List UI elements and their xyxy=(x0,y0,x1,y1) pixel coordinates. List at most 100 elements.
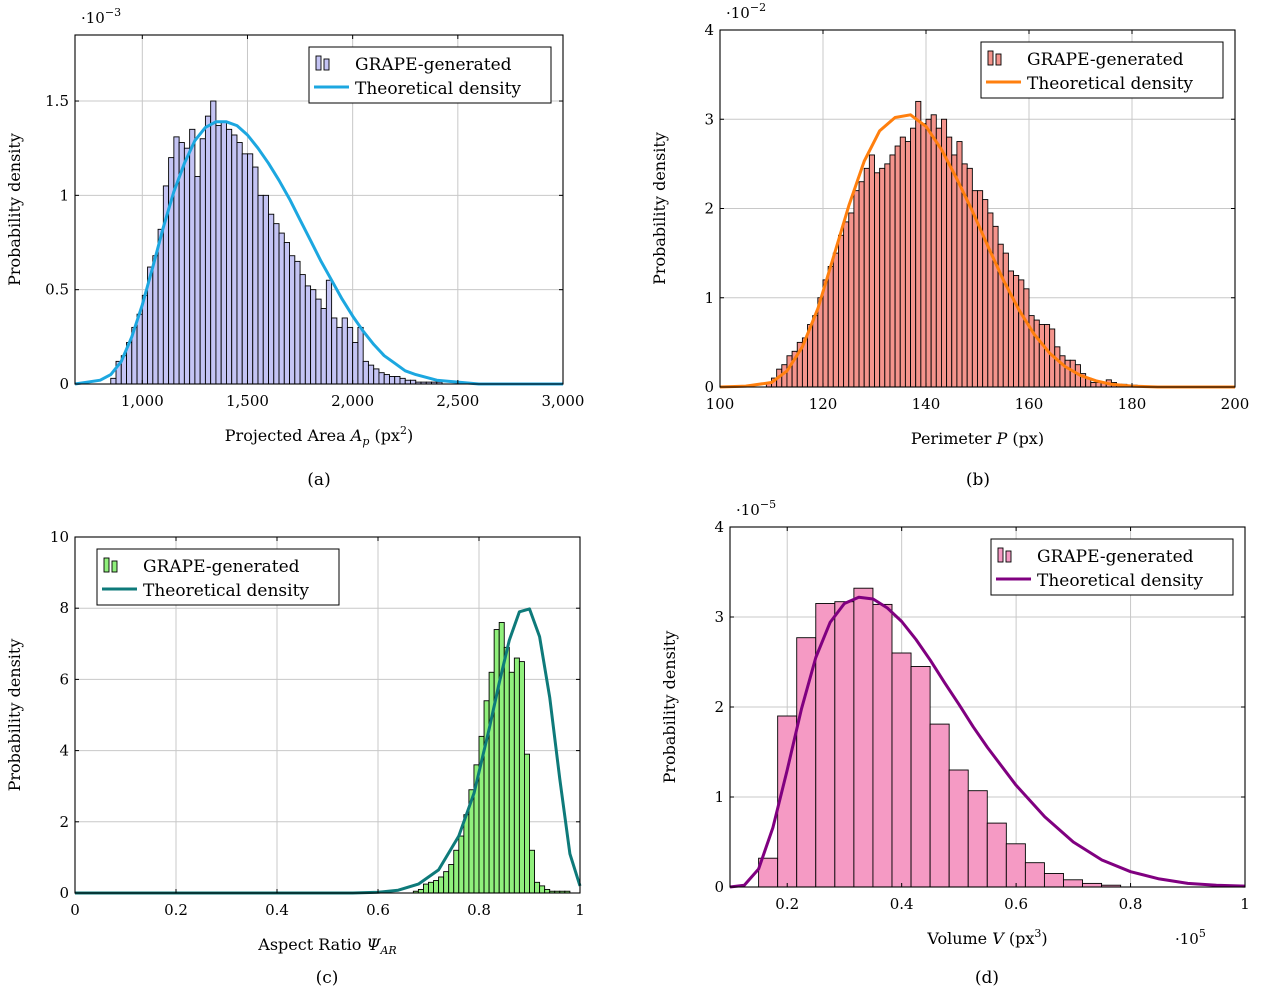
x-tick-label: 2,000 xyxy=(331,392,374,410)
histogram-bar xyxy=(929,723,950,888)
histogram-bar xyxy=(278,232,285,385)
y-axis-label: Probability density xyxy=(650,132,669,285)
legend-swatch-histogram xyxy=(1005,550,1012,563)
histogram-bar xyxy=(930,114,937,388)
histogram-bar xyxy=(247,153,254,385)
histogram-bar xyxy=(448,864,455,894)
histogram-bar xyxy=(524,753,530,894)
histogram-bar xyxy=(389,376,396,385)
histogram-bar xyxy=(231,134,238,385)
x-label-variable: P xyxy=(995,429,1007,448)
x-axis-multiplier: ·105 xyxy=(1175,927,1206,948)
histogram-bar xyxy=(534,881,541,894)
x-label-text: Projected Area xyxy=(225,426,351,445)
plot-frame xyxy=(74,536,581,894)
legend-label: Theoretical density xyxy=(1027,74,1193,94)
legend-label: GRAPE-generated xyxy=(1037,547,1194,567)
legend-swatch-histogram xyxy=(323,58,330,71)
legend: GRAPE-generated Theoretical density xyxy=(980,41,1224,99)
histogram-bar xyxy=(341,317,348,385)
figure-caption: (c) xyxy=(316,968,339,988)
y-tick-label: 2 xyxy=(704,200,714,218)
density-curve xyxy=(74,120,563,386)
multiplier-exponent: −3 xyxy=(105,6,121,19)
histogram-bar xyxy=(1038,324,1045,388)
plot-frame xyxy=(74,34,564,385)
histogram-bar xyxy=(320,308,327,385)
y-tick-label: 4 xyxy=(714,518,724,536)
histogram-bar xyxy=(915,100,922,388)
x-tick-label: 140 xyxy=(912,395,941,413)
y-tick-label: 2 xyxy=(59,813,69,831)
histogram-bar xyxy=(362,360,369,385)
histogram-bar xyxy=(141,294,149,385)
x-tick-label: 1 xyxy=(575,901,585,919)
histogram-bar xyxy=(977,190,984,388)
y-tick-label: 0 xyxy=(59,884,69,902)
histogram-bar xyxy=(352,342,359,385)
histogram-bar xyxy=(463,814,470,894)
x-axis-label: Volume V (px3) xyxy=(926,927,1047,948)
x-label-superscript: 2 xyxy=(400,424,407,437)
histogram-bar xyxy=(199,138,206,385)
histogram-bar xyxy=(315,298,322,385)
histogram-bar xyxy=(252,166,259,385)
x-label-superscript: 3 xyxy=(1034,927,1041,940)
figure-caption: (b) xyxy=(966,470,990,490)
histogram-bar xyxy=(210,100,217,385)
legend-label: Theoretical density xyxy=(1037,571,1203,591)
x-label-text: Volume xyxy=(926,929,992,948)
y-tick-label: 3 xyxy=(714,608,724,626)
histogram-bar xyxy=(257,194,264,385)
histogram-bar xyxy=(1059,355,1066,388)
histogram-bar xyxy=(346,326,354,385)
histogram-bar xyxy=(951,154,958,388)
histogram-bar xyxy=(910,666,931,888)
histogram-bar xyxy=(910,127,917,388)
y-tick-label: 8 xyxy=(59,599,69,617)
histogram-bar xyxy=(987,212,994,388)
histogram-bars xyxy=(110,100,443,385)
histogram-bar xyxy=(894,145,901,388)
y-tick-label: 0.5 xyxy=(45,281,69,299)
x-tick-label: 3,000 xyxy=(542,392,585,410)
histogram-bar xyxy=(982,199,989,388)
histogram-bar xyxy=(518,661,525,894)
x-axis-label: Perimeter P (px) xyxy=(911,429,1044,448)
histogram-bar xyxy=(220,121,227,385)
density-curve xyxy=(719,113,1235,389)
multiplier-exponent: −2 xyxy=(750,1,766,14)
histogram-bar xyxy=(383,374,390,385)
histogram-bar xyxy=(299,274,306,385)
histogram-bar xyxy=(438,876,445,894)
x-tick-label: 0.6 xyxy=(1004,895,1028,913)
histogram-bar xyxy=(310,289,317,385)
legend: GRAPE-generated Theoretical density xyxy=(96,548,340,606)
x-label-unit: (px xyxy=(1007,429,1038,448)
legend-swatch-histogram xyxy=(103,557,110,573)
x-label-close: ) xyxy=(407,426,413,445)
y-tick-label: 1 xyxy=(704,289,714,307)
histogram-bar xyxy=(946,136,953,388)
x-label-text: Perimeter xyxy=(911,429,997,448)
histogram-bar xyxy=(428,881,434,894)
histogram-bar xyxy=(194,176,201,385)
multiplier-base: ·10 xyxy=(81,9,105,27)
histogram-bar xyxy=(904,141,912,388)
histogram-bar xyxy=(183,147,191,385)
x-tick-label: 180 xyxy=(1118,395,1147,413)
x-tick-label: 200 xyxy=(1221,395,1250,413)
x-tick-label: 0.2 xyxy=(775,895,799,913)
histogram-bar xyxy=(884,163,891,388)
histogram-bar xyxy=(838,234,845,388)
legend-swatch-histogram xyxy=(315,55,322,71)
figure-caption: (d) xyxy=(975,968,999,988)
histogram-bar xyxy=(986,822,1007,888)
x-tick-label: 120 xyxy=(809,395,838,413)
y-tick-label: 4 xyxy=(59,742,69,760)
y-axis-multiplier: ·10−2 xyxy=(726,1,766,22)
legend-box xyxy=(308,46,552,104)
x-axis-label: Aspect Ratio ΨAR xyxy=(257,935,396,957)
x-label-variable: Ψ xyxy=(366,935,381,954)
